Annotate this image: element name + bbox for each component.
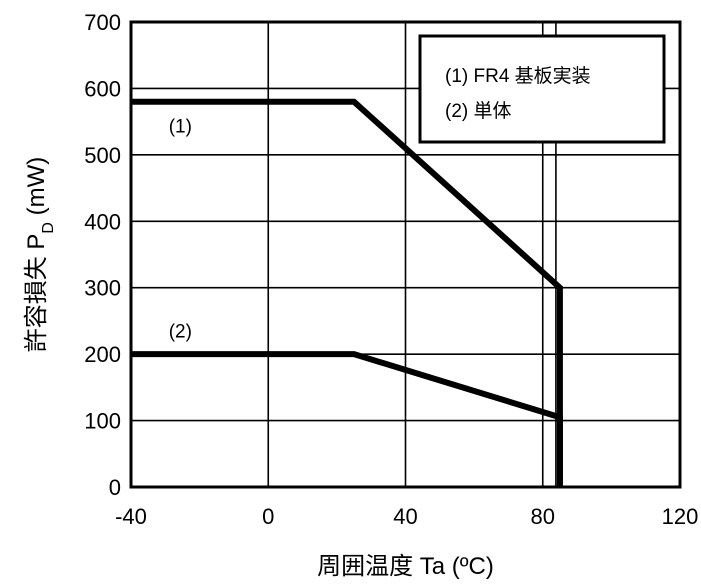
series-line-2 xyxy=(131,351,563,487)
y-tick-label: 100 xyxy=(84,409,121,434)
y-tick-label: 300 xyxy=(84,276,121,301)
y-axis-title: 許容損失 PD (mW) xyxy=(23,157,57,353)
y-axis-title-main: 許容損失 P xyxy=(23,234,50,353)
x-tick-label: 0 xyxy=(262,504,274,529)
legend-box xyxy=(418,34,666,144)
y-tick-label: 0 xyxy=(109,475,121,500)
tick-labels: -40 0 40 80 120 0 100 200 300 400 500 600 700 xyxy=(84,10,698,529)
series-label: (2) xyxy=(169,322,192,343)
y-axis-title-subscript: D xyxy=(40,222,57,234)
x-tick-label: 120 xyxy=(662,504,699,529)
legend: (1) FR4 基板実装 (2) 単体 xyxy=(418,34,666,144)
y-tick-label: 500 xyxy=(84,143,121,168)
y-tick-label: 700 xyxy=(84,10,121,35)
legend-item-1: (1) FR4 基板実装 xyxy=(445,65,591,87)
x-tick-label: 80 xyxy=(531,504,555,529)
y-tick-label: 400 xyxy=(84,209,121,234)
series-annotations: (1) (2) xyxy=(169,116,192,342)
x-tick-label: 40 xyxy=(393,504,417,529)
series-line-1 xyxy=(131,98,563,487)
y-tick-label: 200 xyxy=(84,342,121,367)
y-axis-title-unit: (mW) xyxy=(23,157,50,222)
plot-frame xyxy=(129,20,682,489)
legend-item-2: (2) 単体 xyxy=(445,100,512,122)
series-layer xyxy=(131,98,563,487)
y-tick-label: 600 xyxy=(84,76,121,101)
x-axis-title: 周囲温度 Ta (ºC) xyxy=(317,553,494,580)
series-label: (1) xyxy=(169,116,192,137)
x-tick-label: -40 xyxy=(115,504,147,529)
